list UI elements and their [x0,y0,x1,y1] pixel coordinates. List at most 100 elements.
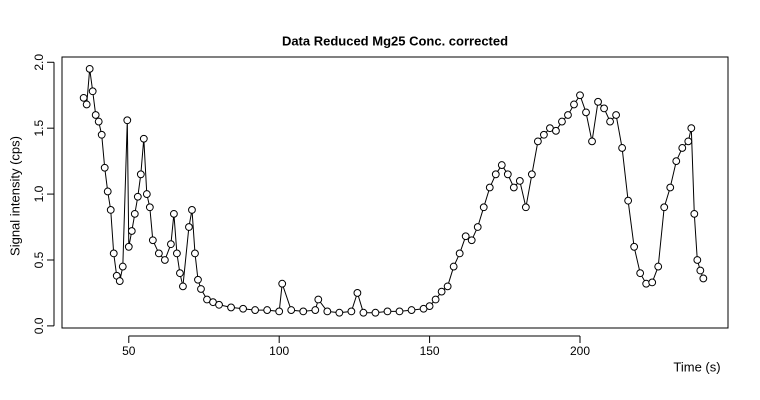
data-point [82,100,91,109]
data-point [278,279,287,288]
data-point [449,262,458,271]
data-point [491,170,500,179]
data-point [437,287,446,296]
data-point [100,163,109,172]
data-point [594,97,602,106]
data-point [287,306,296,314]
data-point [123,116,132,125]
data-point [443,282,452,291]
x-axis-label: Time (s) [673,359,720,374]
data-point [103,187,112,196]
data-point [106,205,115,214]
data-point [527,170,536,179]
data-point [188,205,196,214]
data-point [323,307,332,316]
data-point [699,274,708,283]
data-point [97,130,106,139]
data-point [636,269,645,278]
data-point [383,307,392,316]
data-point [687,124,696,133]
x-tick-label: 200 [570,344,590,358]
data-point [485,183,494,192]
data-point [185,223,193,231]
data-point [251,306,260,314]
data-point [115,277,124,285]
data-point [588,137,596,146]
data-point [425,302,434,311]
data-point [497,161,506,169]
y-tick-label: 0.5 [32,251,46,268]
data-point [479,203,488,212]
data-point [624,196,633,205]
data-point [431,295,440,304]
data-point [672,157,681,166]
data-line [83,68,704,314]
data-point [127,227,136,235]
data-point [582,108,590,117]
data-point [684,137,693,146]
data-point [124,242,133,251]
data-point [148,236,157,245]
data-point [263,306,272,314]
data-point [666,183,675,192]
data-point [197,285,205,293]
data-point [353,289,362,297]
plot-frame [61,56,729,329]
data-point [654,262,663,271]
data-point [533,137,542,146]
data-point [693,256,702,264]
data-point [371,308,380,317]
data-point [173,249,181,258]
y-tick-label: 2.0 [32,54,46,71]
data-point [194,275,202,284]
data-point [79,93,88,102]
data-point [696,266,705,275]
data-point [275,307,284,316]
data-point [515,177,524,185]
data-point [570,100,578,109]
data-point [509,183,518,192]
data-point [239,304,247,313]
data-point [142,190,151,198]
data-point [407,306,416,314]
data-point [576,91,584,100]
y-tick-label: 1.0 [32,185,46,202]
data-point [630,242,639,251]
data-point [179,282,187,291]
data-point [461,232,470,241]
data-point [91,111,100,119]
data-point [552,126,560,135]
data-point [335,308,344,317]
data-point [564,111,572,119]
data-point [540,130,548,139]
data-point [455,249,464,258]
y-tick-label: 0.0 [32,317,46,334]
data-point [503,170,512,179]
data-point [166,240,175,249]
data-point [145,203,154,212]
data-point [612,111,620,119]
data-point [170,209,178,218]
data-point [215,300,223,309]
y-axis-label: Signal intensity (cps) [7,136,22,256]
data-point [88,87,97,96]
data-point [467,236,476,245]
data-point [473,223,482,231]
data-point [154,249,163,258]
data-point [130,209,139,218]
data-point [109,249,118,258]
data-point [521,203,530,212]
x-tick-label: 50 [122,344,136,358]
x-tick-label: 150 [420,344,440,358]
data-point [133,192,142,201]
data-point [395,307,404,316]
data-point [648,278,657,287]
data-point [311,306,320,314]
data-point [600,104,608,113]
y-tick-label: 1.5 [32,120,46,137]
data-point [314,295,323,304]
data-point [558,117,566,126]
data-point [299,307,308,316]
data-point [606,117,614,126]
